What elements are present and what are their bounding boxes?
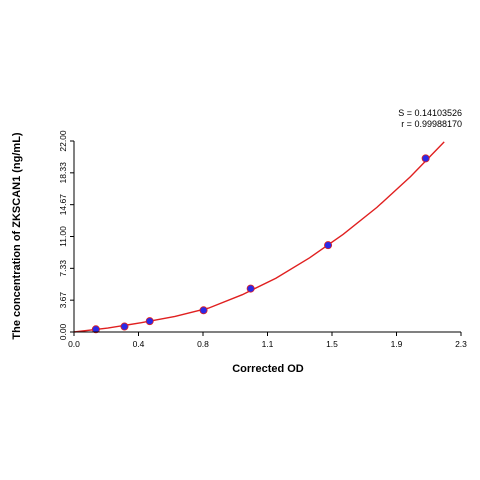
x-tick-label: 0.8 [197, 339, 209, 349]
y-tick-label: 3.67 [58, 292, 68, 309]
y-tick-label: 0.00 [58, 323, 68, 340]
x-tick-label: 1.1 [262, 339, 274, 349]
data-point [91, 325, 100, 334]
y-tick-label: 7.33 [58, 260, 68, 277]
data-points-layer [91, 154, 430, 334]
x-tick-label: 0.4 [133, 339, 145, 349]
data-point [199, 306, 208, 315]
x-tick-label: 1.5 [326, 339, 338, 349]
data-point [324, 241, 333, 250]
y-axis-title: The concentration of ZKSCAN1 (ng/mL) [11, 132, 23, 340]
x-tick-label: 2.3 [455, 339, 467, 349]
fit-curve-line [73, 141, 445, 333]
stat-s: S = 0.14103526 [398, 108, 462, 118]
y-tick-label: 18.33 [58, 162, 68, 184]
x-axis-title: Corrected OD [232, 363, 304, 375]
x-tick-label: 1.9 [391, 339, 403, 349]
fit-curve-layer [73, 141, 445, 333]
x-tick-label: 0.0 [68, 339, 80, 349]
data-point [421, 154, 430, 163]
data-point [120, 322, 129, 331]
y-tick-label: 22.00 [58, 130, 68, 152]
y-tick-label: 14.67 [58, 194, 68, 216]
y-tick-label: 11.00 [58, 226, 68, 247]
stat-r: r = 0.99988170 [401, 119, 462, 129]
tick-layer: 0.0 0.4 0.8 1.1 1.5 1.9 2.3 0.00 3.67 7.33 11.00 14… [58, 130, 467, 349]
data-point [246, 284, 255, 293]
data-point [145, 317, 154, 326]
